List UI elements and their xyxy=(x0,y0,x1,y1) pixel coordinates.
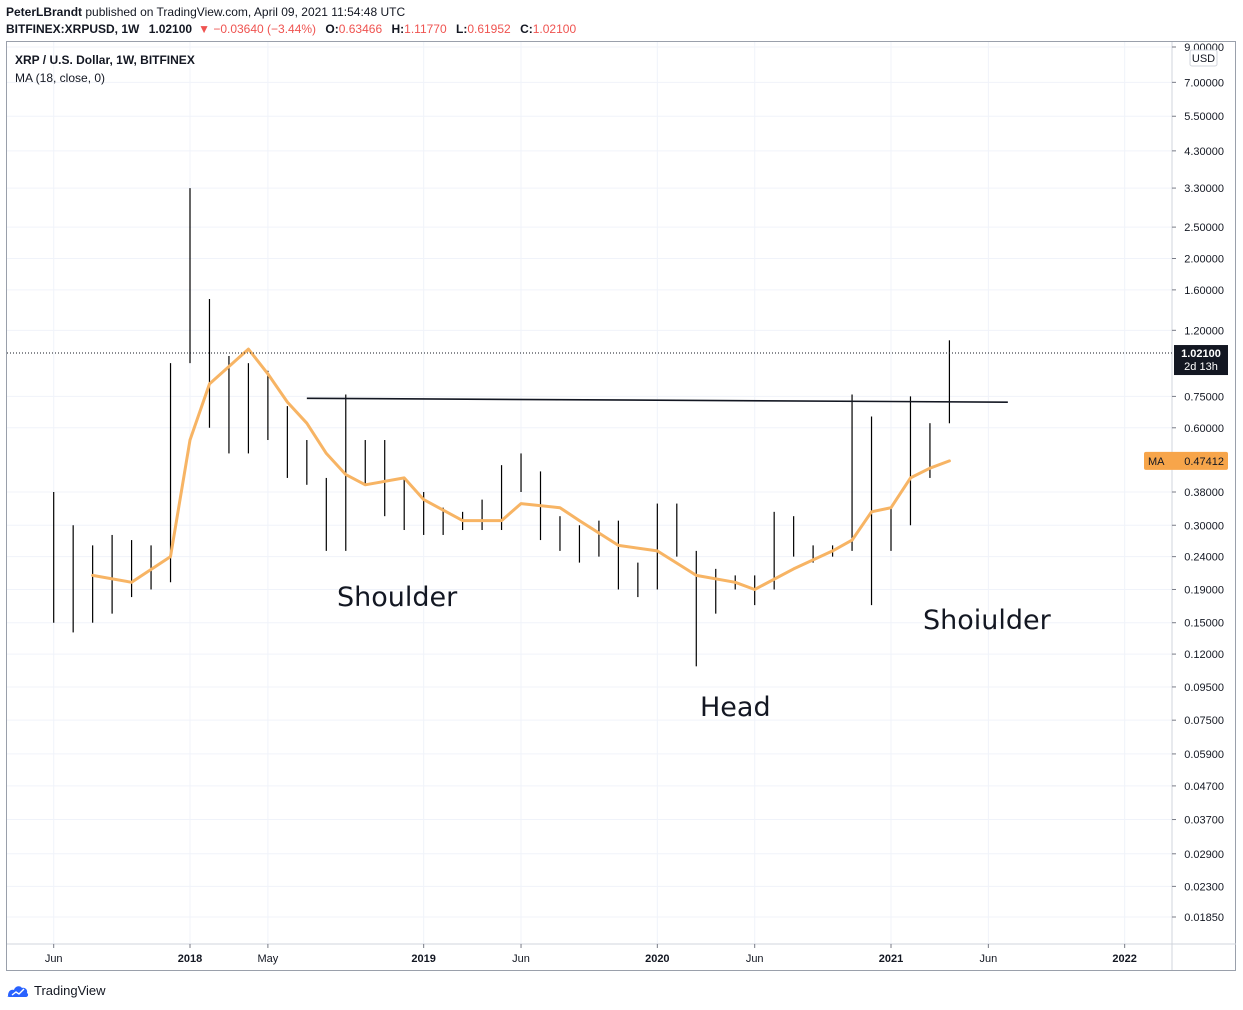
x-tick-label: 2022 xyxy=(1112,953,1136,965)
y-tick-label: 0.60000 xyxy=(1184,423,1224,435)
open-label: O: xyxy=(325,22,339,36)
low-value: 0.61952 xyxy=(467,22,511,36)
y-tick-label: 7.00000 xyxy=(1184,77,1224,89)
x-tick-label: Jun xyxy=(746,953,764,965)
symbol-legend[interactable]: XRP / U.S. Dollar, 1W, BITFINEX xyxy=(15,53,195,67)
y-tick-label: 0.02300 xyxy=(1184,881,1224,893)
y-tick-label: 0.30000 xyxy=(1184,520,1224,532)
publisher-name[interactable]: PeterLBrandt xyxy=(6,5,83,19)
countdown-label: 2d 13h xyxy=(1184,361,1218,373)
last-price: 1.02100 xyxy=(148,22,193,36)
x-tick-label: Jun xyxy=(45,953,63,965)
y-tick-label: 0.38000 xyxy=(1184,487,1224,499)
y-tick-label: 3.30000 xyxy=(1184,183,1224,195)
symbol-label: BITFINEX:XRPUSD, 1W xyxy=(6,22,140,36)
x-tick-label: Jun xyxy=(979,953,997,965)
y-tick-label: 0.19000 xyxy=(1184,584,1224,596)
down-arrow-icon: ▼ xyxy=(198,22,210,36)
x-tick-label: 2019 xyxy=(411,953,435,965)
head-label: Head xyxy=(700,692,771,723)
y-tick-label: 0.12000 xyxy=(1184,649,1224,661)
neckline[interactable] xyxy=(306,397,1008,403)
publish-info: published on TradingView.com, April 09, … xyxy=(85,5,406,19)
last-price-tag xyxy=(1174,345,1228,376)
open-value: 0.63466 xyxy=(338,22,383,36)
y-tick-label: 1.20000 xyxy=(1184,325,1224,337)
ma-tag-name: MA xyxy=(1148,456,1165,468)
ma-price-tag xyxy=(1144,451,1228,470)
price-change: −0.03640 (−3.44%) xyxy=(213,22,317,36)
x-tick-label: 2020 xyxy=(645,953,669,965)
close-value: 1.02100 xyxy=(532,22,577,36)
y-tick-label: 1.60000 xyxy=(1184,285,1224,297)
x-tick-label: May xyxy=(257,953,278,965)
y-tick-label: 2.00000 xyxy=(1184,253,1224,265)
y-tick-label: 4.30000 xyxy=(1184,146,1224,158)
high-value: 1.11770 xyxy=(404,22,447,36)
y-tick-label: 0.01850 xyxy=(1184,912,1224,924)
high-label: H: xyxy=(391,22,405,36)
ma-line xyxy=(91,347,951,591)
y-tick-label: 0.15000 xyxy=(1184,618,1224,630)
x-tick-label: Jun xyxy=(512,953,530,965)
y-tick-label: 5.50000 xyxy=(1184,111,1224,123)
y-tick-label: 0.03700 xyxy=(1184,815,1224,827)
publish-line: PeterLBrandt published on TradingView.co… xyxy=(6,5,405,19)
y-tick-label: 0.04700 xyxy=(1184,781,1224,793)
right-shoulder-label: Shoiulder xyxy=(923,605,1051,636)
footer-brand[interactable]: TradingView xyxy=(6,983,106,998)
tradingview-logo-icon xyxy=(7,985,29,997)
currency-box[interactable] xyxy=(1189,49,1218,67)
y-tick-label: 0.24000 xyxy=(1184,552,1224,564)
close-label: C: xyxy=(520,22,533,36)
x-tick-label: 2018 xyxy=(178,953,202,965)
ma-legend[interactable]: MA (18, close, 0) xyxy=(15,71,106,85)
low-label: L: xyxy=(456,22,468,36)
chart-frame[interactable] xyxy=(6,41,1236,971)
y-tick-label: 0.09500 xyxy=(1184,682,1224,694)
currency-label: USD xyxy=(1192,53,1215,65)
y-tick-label: 0.02900 xyxy=(1184,849,1224,861)
ohlc-line: BITFINEX:XRPUSD, 1W 1.02100 ▼ −0.03640 (−… xyxy=(6,22,576,36)
x-tick-label: 2021 xyxy=(879,953,903,965)
footer-brand-label: TradingView xyxy=(34,983,106,998)
last-price-tag-value: 1.02100 xyxy=(1181,348,1221,360)
ma-tag-value: 0.47412 xyxy=(1184,456,1224,468)
y-tick-label: 2.50000 xyxy=(1184,222,1224,234)
y-tick-label: 0.07500 xyxy=(1184,715,1224,727)
y-tick-label: 0.05900 xyxy=(1184,749,1224,761)
left-shoulder-label: Shoulder xyxy=(337,582,458,613)
y-tick-label: 0.75000 xyxy=(1184,391,1224,403)
